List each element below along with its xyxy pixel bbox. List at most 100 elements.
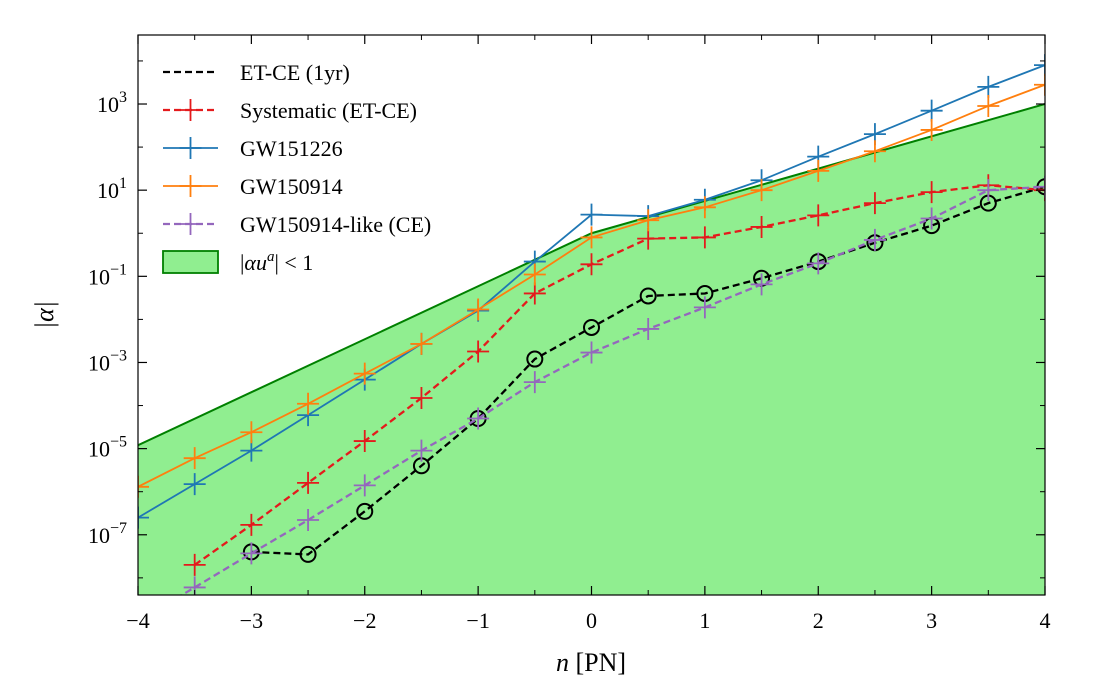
data-point: [580, 341, 603, 364]
data-point: [1034, 175, 1045, 198]
data-point: [977, 179, 1000, 202]
series-layer: [138, 54, 1045, 595]
data-point: [523, 282, 546, 305]
legend-marker: [179, 175, 202, 197]
data-point: [693, 296, 716, 319]
legend-label: ET-CE (1yr): [240, 60, 350, 85]
data-point: [639, 287, 657, 305]
data-point: [353, 474, 376, 497]
y-tick-label: 10−5: [88, 434, 127, 462]
data-point: [297, 509, 320, 532]
data-point: [637, 317, 660, 340]
legend-label: GW150914-like (CE): [240, 212, 431, 237]
series-1: [183, 174, 1045, 576]
series-line: [179, 185, 1045, 595]
data-point: [693, 196, 716, 219]
data-point: [977, 94, 1000, 117]
data-point: [750, 179, 773, 202]
series-4: [179, 175, 1045, 595]
legend-label: GW150914: [240, 174, 343, 199]
data-point: [183, 447, 206, 470]
data-point: [410, 386, 433, 409]
legend-item: GW151226: [163, 136, 343, 161]
data-point: [863, 228, 886, 251]
x-axis-symbol: n: [556, 648, 569, 677]
data-point: [467, 407, 490, 430]
legend: ET-CE (1yr) Systematic (ET-CE) GW151226 GW1…: [162, 60, 431, 275]
data-point: [138, 475, 149, 498]
data-point: [807, 159, 830, 182]
data-point: [297, 392, 320, 415]
y-tick-label: 103: [97, 89, 127, 117]
legend-marker: [179, 137, 202, 159]
x-axis-unit: [PN]: [569, 648, 626, 677]
data-point: [526, 350, 544, 368]
data-point: [240, 542, 263, 565]
data-point: [353, 362, 376, 385]
series-line: [251, 185, 1045, 556]
data-point: [580, 253, 603, 276]
y-tick-label: 10−7: [88, 520, 127, 548]
data-point: [353, 430, 376, 453]
data-point: [863, 140, 886, 163]
data-point: [183, 553, 206, 576]
data-point: [297, 471, 320, 494]
data-point: [920, 181, 943, 204]
data-point: [356, 502, 374, 520]
data-point: [138, 506, 149, 529]
data-point: [807, 252, 830, 275]
y-tick-label: 10−1: [88, 261, 127, 289]
x-tick-label: 3: [926, 608, 937, 633]
x-tick-label: 0: [586, 608, 597, 633]
x-tick-label: −3: [240, 608, 263, 633]
data-point: [467, 298, 490, 321]
legend-item: ET-CE (1yr): [163, 60, 350, 85]
x-tick-label: −1: [466, 608, 489, 633]
data-point: [410, 439, 433, 462]
x-axis-label: n [PN]: [556, 648, 626, 677]
x-tick-label: −2: [353, 608, 376, 633]
data-point: [1034, 54, 1045, 77]
legend-item: Systematic (ET-CE): [163, 98, 417, 123]
data-point: [240, 439, 263, 462]
data-point: [240, 513, 263, 536]
legend-item-region: |αua| < 1: [162, 249, 313, 275]
data-point: [299, 545, 317, 563]
data-point: [1034, 73, 1045, 96]
x-tick-label: 4: [1040, 608, 1051, 633]
legend-swatch: [162, 250, 219, 274]
x-tick-label: 1: [699, 608, 710, 633]
data-point: [240, 421, 263, 444]
legend-label: GW151226: [240, 136, 343, 161]
data-point: [523, 263, 546, 286]
y-axis-label: |α|: [30, 301, 59, 329]
data-point: [920, 99, 943, 122]
series-3: [138, 73, 1045, 498]
data-point: [920, 118, 943, 141]
data-point: [523, 371, 546, 394]
x-tick-label: −4: [126, 608, 149, 633]
data-point: [920, 207, 943, 230]
data-point: [693, 226, 716, 249]
legend-item: GW150914-like (CE): [163, 212, 431, 237]
data-point: [580, 203, 603, 226]
y-tick-label: 10−3: [88, 347, 127, 375]
data-point: [637, 209, 660, 232]
legend-item: GW150914: [163, 174, 343, 199]
data-point: [183, 473, 206, 496]
x-tick-label: 2: [813, 608, 824, 633]
legend-marker: [179, 99, 202, 121]
data-point: [580, 226, 603, 249]
data-point: [807, 204, 830, 227]
data-point: [583, 318, 600, 336]
data-point: [750, 273, 773, 296]
legend-label: |αua| < 1: [240, 249, 313, 275]
legend-marker: [179, 213, 202, 235]
legend-label: Systematic (ET-CE): [240, 98, 417, 123]
data-point: [467, 340, 490, 363]
data-point: [750, 215, 773, 238]
data-point: [410, 332, 433, 355]
series-line: [194, 184, 1045, 566]
data-point: [637, 227, 660, 250]
